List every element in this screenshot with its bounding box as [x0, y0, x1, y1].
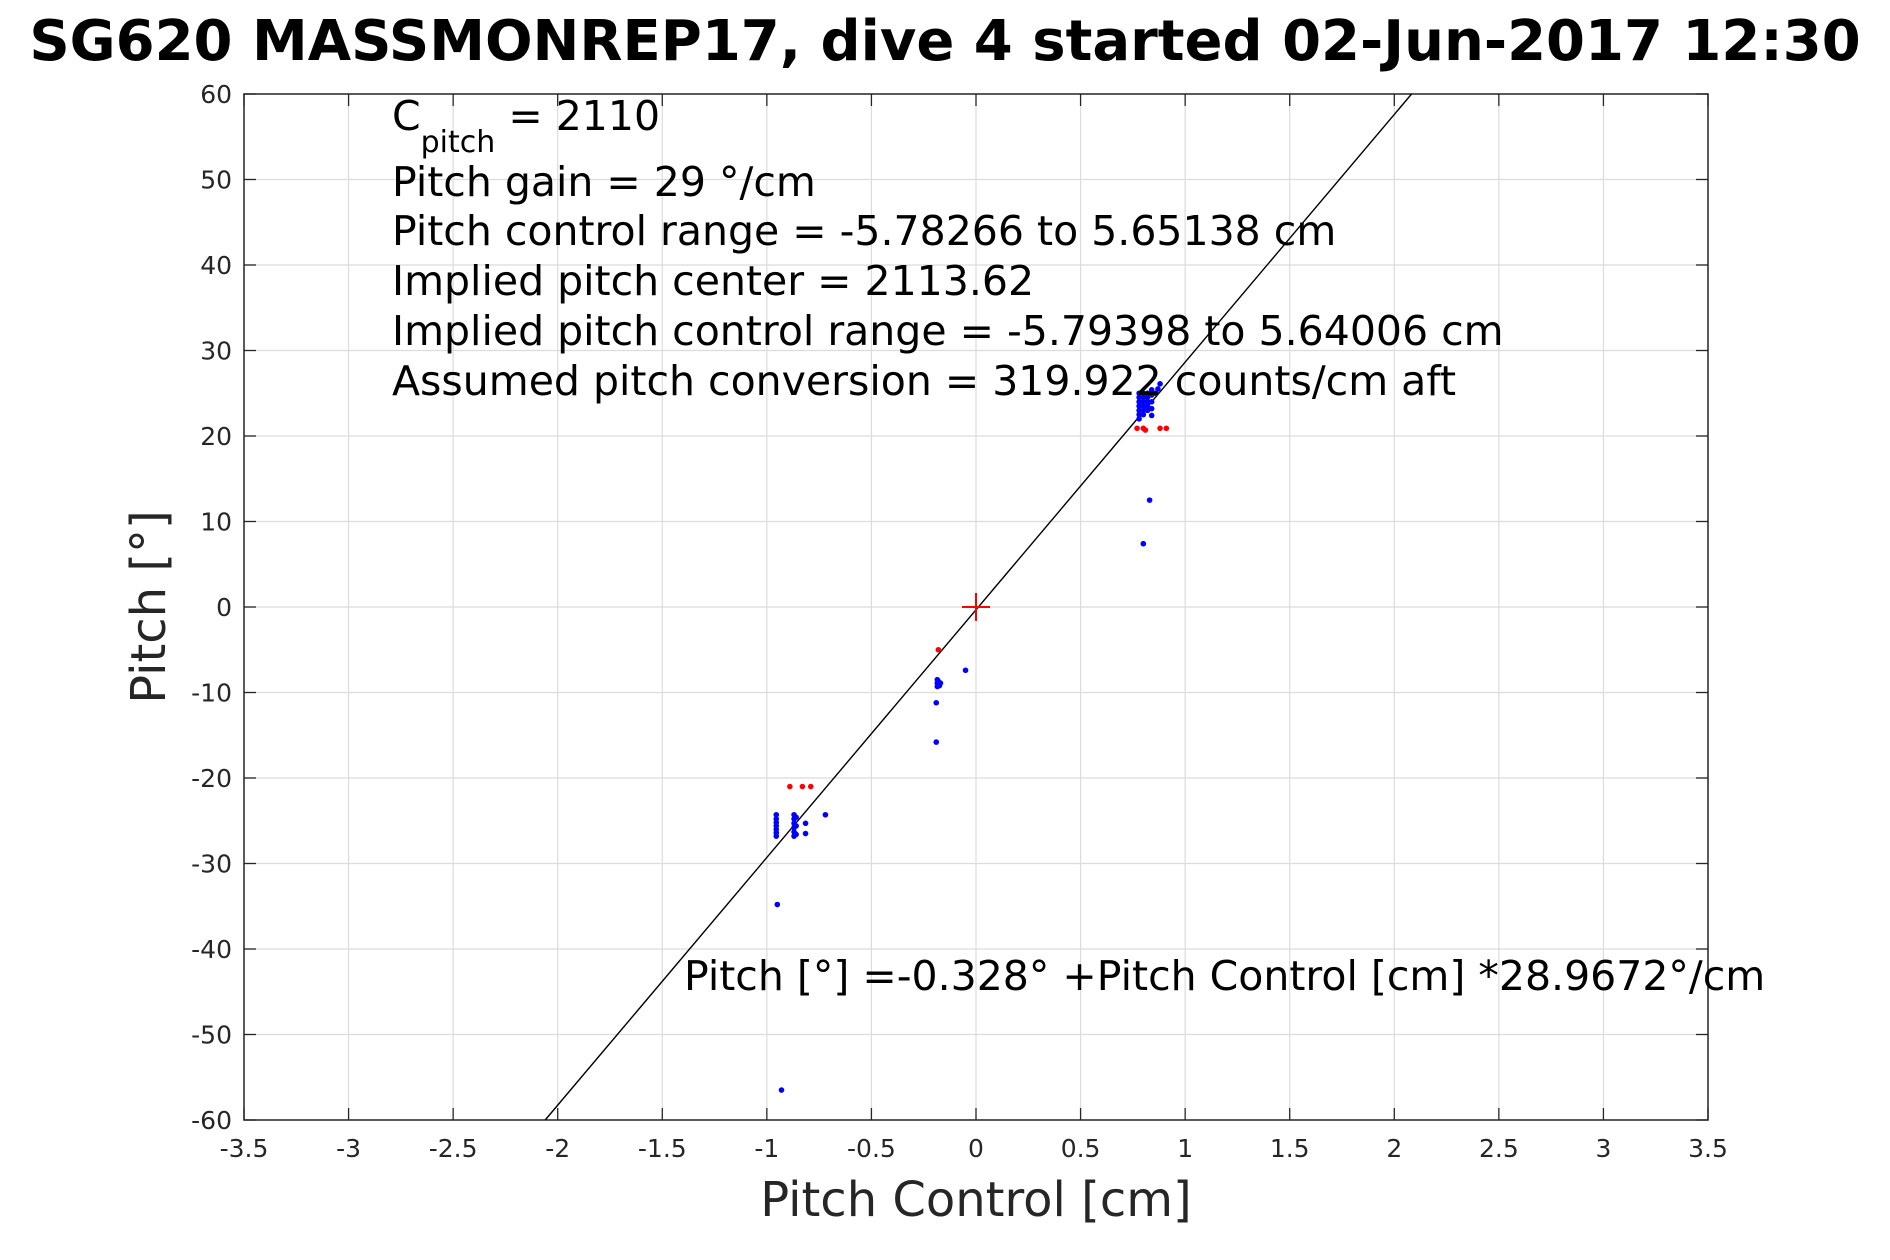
blue-data-point [1136, 390, 1142, 397]
blue-data-point [1144, 403, 1151, 409]
x-tick-label: 2.5 [1479, 1134, 1519, 1163]
blue-data-point [1157, 381, 1163, 387]
c-pitch-prefix: C [392, 92, 421, 140]
x-tick-label: 1.5 [1270, 1134, 1310, 1163]
blue-data-point [773, 833, 780, 839]
red-data-point [787, 783, 793, 790]
blue-data-point [933, 739, 940, 745]
blue-data-point [1148, 405, 1155, 412]
blue-data-point [1140, 407, 1147, 414]
red-data-point [1163, 425, 1170, 432]
annotation-block: Cpitch = 2110 Pitch gain = 29 °/cm Pitch… [392, 92, 1504, 405]
y-tick-label: 0 [216, 593, 232, 622]
blue-data-point [936, 682, 943, 689]
blue-data-point [1144, 399, 1151, 405]
blue-data-point [1144, 390, 1151, 397]
chart-title: SG620 MASSMONREP17, dive 4 started 02-Ju… [29, 9, 1860, 74]
blue-data-point [793, 831, 799, 838]
blue-data-point [1140, 411, 1147, 418]
x-tick-label: -2.5 [429, 1134, 478, 1163]
y-tick-label: 60 [200, 80, 232, 109]
y-tick-label: 30 [200, 337, 232, 366]
grid [243, 93, 1709, 1121]
x-axis-label: Pitch Control [cm] [760, 1172, 1191, 1228]
c-pitch-subscript: pitch [421, 125, 496, 160]
annotation-pitch-control-range: Pitch control range = -5.78266 to 5.6513… [392, 207, 1336, 255]
data-points [773, 381, 1170, 1093]
blue-data-point [793, 814, 799, 821]
blue-data-point [793, 823, 799, 829]
x-tick-label: -0.5 [847, 1134, 896, 1163]
red-data-point [807, 783, 814, 790]
blue-data-point [822, 811, 829, 818]
blue-data-point [1136, 399, 1142, 405]
blue-data-point [1148, 392, 1155, 398]
blue-data-point [778, 1087, 785, 1093]
blue-data-point [1136, 407, 1142, 414]
y-tick-label: 10 [200, 508, 232, 537]
annotation-implied-control-range: Implied pitch control range = -5.79398 t… [392, 307, 1504, 355]
x-tick-label: 2 [1386, 1134, 1402, 1163]
x-tick-label: -1 [754, 1134, 779, 1163]
blue-data-point [1140, 394, 1147, 401]
annotation-pitch-conversion: Assumed pitch conversion = 319.922 count… [392, 357, 1456, 405]
blue-data-point [1153, 390, 1159, 397]
fit-equation: Pitch [°] =-0.328° +Pitch Control [cm] *… [684, 952, 1765, 1000]
annotation-pitch-gain: Pitch gain = 29 °/cm [392, 158, 816, 206]
x-tick-label: 0 [968, 1134, 984, 1163]
blue-data-point [1140, 399, 1147, 405]
red-data-point [935, 646, 942, 653]
blue-data-point [802, 820, 809, 827]
y-tick-label: 20 [200, 422, 232, 451]
y-tick-label: -40 [191, 935, 232, 964]
blue-data-point [773, 811, 780, 818]
x-tick-label: -3.5 [220, 1134, 269, 1163]
blue-data-point [1136, 416, 1142, 422]
y-tick-label: -30 [191, 850, 232, 879]
blue-data-point [1144, 394, 1151, 401]
tick-labels: -3.5 -3 -2.5 -2 -1.5 -1 -0.5 0 0.5 1 1.5 2 2.5 3 3.5 -6… [191, 80, 1728, 1163]
blue-data-point [1136, 411, 1142, 418]
axes-box [243, 93, 1709, 1121]
y-tick-label: -60 [191, 1106, 232, 1135]
center-marker-layer [962, 593, 990, 621]
blue-data-point [1136, 403, 1142, 409]
blue-data-point [1146, 497, 1153, 503]
y-tick-label: -50 [191, 1021, 232, 1050]
x-tick-label: 3 [1595, 1134, 1611, 1163]
y-tick-label: 40 [200, 251, 232, 280]
y-tick-label: -10 [191, 679, 232, 708]
y-tick-label: -20 [191, 764, 232, 793]
blue-data-point [802, 830, 809, 837]
blue-data-point [1148, 399, 1155, 405]
x-tick-label: 3.5 [1688, 1134, 1728, 1163]
blue-data-point [1148, 387, 1155, 393]
blue-data-point [1155, 386, 1161, 392]
blue-data-point [1140, 540, 1147, 547]
red-data-point [1157, 425, 1163, 432]
blue-data-point [774, 901, 781, 908]
red-data-point [799, 783, 806, 790]
blue-data-point [1148, 412, 1155, 419]
x-tick-label: -3 [336, 1134, 361, 1163]
blue-data-point [933, 699, 940, 706]
red-data-point [1134, 425, 1140, 432]
blue-data-point [962, 667, 969, 674]
x-tick-label: 0.5 [1061, 1134, 1101, 1163]
x-tick-label: -2 [545, 1134, 570, 1163]
blue-data-point [1144, 407, 1151, 414]
blue-data-point [1140, 403, 1147, 409]
blue-data-point [1136, 394, 1142, 401]
annotation-c-pitch: Cpitch = 2110 [392, 92, 660, 160]
y-tick-label: 50 [200, 166, 232, 195]
red-data-point [1142, 427, 1149, 433]
x-tick-label: -1.5 [638, 1134, 687, 1163]
annotation-implied-pitch-center: Implied pitch center = 2113.62 [392, 257, 1034, 305]
c-pitch-value: = 2110 [495, 92, 660, 140]
x-tick-label: 1 [1177, 1134, 1193, 1163]
blue-data-point [1140, 390, 1147, 397]
y-axis-label: Pitch [°] [121, 510, 177, 704]
